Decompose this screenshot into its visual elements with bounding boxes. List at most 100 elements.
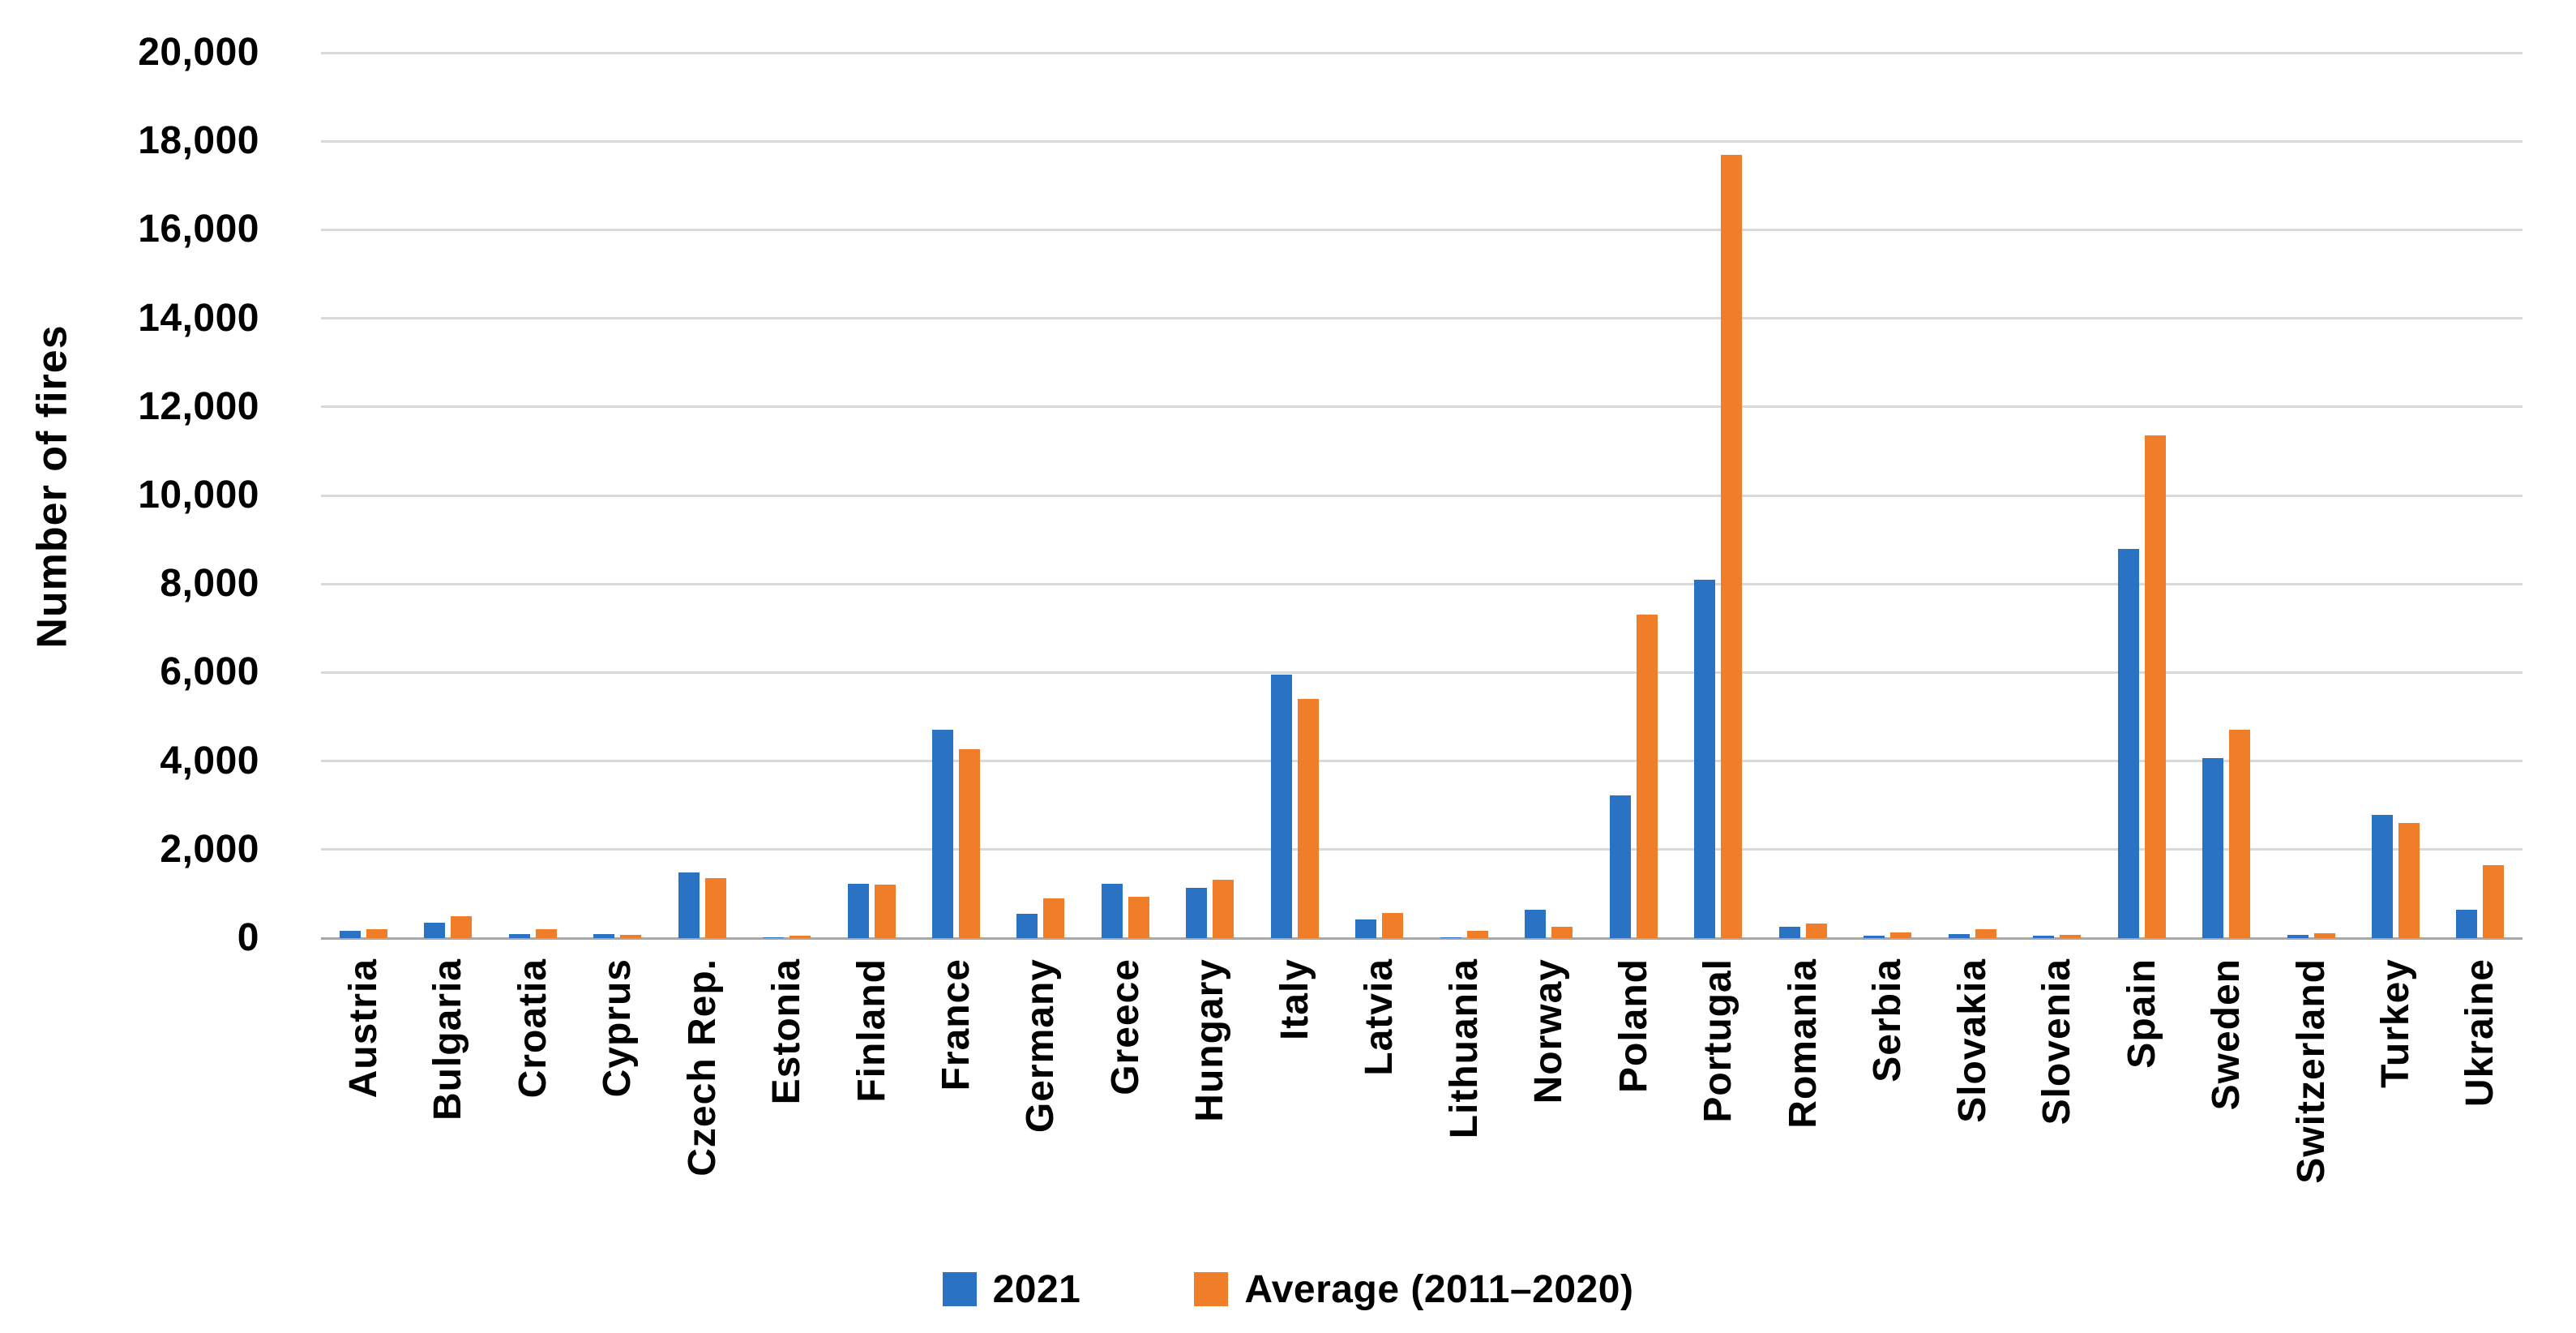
bar-average — [1043, 898, 1065, 938]
x-tick-label: Croatia — [511, 958, 554, 1099]
x-tick-label: Portugal — [1697, 958, 1740, 1123]
bar-group — [1422, 53, 1506, 938]
gridline — [321, 671, 2523, 674]
x-tick-cell: Austria — [321, 958, 405, 1275]
gridline — [321, 494, 2523, 497]
bar-group — [1591, 53, 1675, 938]
x-tick-label: Switzerland — [2289, 958, 2333, 1184]
bar-average — [1466, 931, 1488, 938]
x-tick-label: Romania — [1781, 958, 1825, 1129]
x-tick-cell: Slovakia — [1930, 958, 2014, 1275]
x-tick-cell: Greece — [1083, 958, 1167, 1275]
bar-average — [959, 748, 981, 938]
legend: 2021 Average (2011–2020) — [0, 1257, 2576, 1322]
bar-average — [2313, 933, 2335, 938]
x-tick-cell: Estonia — [744, 958, 828, 1275]
bar-2021 — [932, 730, 954, 938]
legend-swatch-2021 — [942, 1272, 977, 1306]
x-tick-cell: Serbia — [1845, 958, 1929, 1275]
x-tick-cell: Germany — [999, 958, 1083, 1275]
x-tick-label: Slovakia — [1950, 958, 1994, 1123]
bar-2021 — [1270, 675, 1292, 938]
bar-average — [1805, 923, 1827, 938]
bar-average — [1551, 927, 1573, 938]
legend-label: Average (2011–2020) — [1244, 1267, 1634, 1311]
y-tick-label: 16,000 — [138, 208, 259, 251]
bar-2021 — [763, 937, 785, 938]
x-axis-line — [321, 937, 2523, 940]
x-tick-cell: Norway — [1507, 958, 1591, 1275]
x-tick-label: Hungary — [1188, 958, 1232, 1122]
bar-2021 — [2287, 935, 2309, 938]
bar-average — [2398, 822, 2420, 938]
x-tick-label: Serbia — [1866, 958, 1910, 1082]
y-tick-label: 20,000 — [138, 31, 259, 74]
x-tick-label: Lithuania — [1442, 958, 1486, 1139]
bars-layer — [321, 53, 2523, 938]
x-tick-label: France — [935, 958, 978, 1091]
x-tick-label: Italy — [1273, 958, 1316, 1041]
bar-group — [1676, 53, 1761, 938]
x-tick-label: Greece — [1103, 958, 1147, 1095]
gridline — [321, 139, 2523, 143]
x-tick-label: Latvia — [1358, 958, 1401, 1076]
x-tick-label: Estonia — [765, 958, 809, 1105]
bar-2021 — [1948, 934, 1970, 938]
bar-group — [2184, 53, 2268, 938]
bar-group — [829, 53, 914, 938]
bar-2021 — [1186, 888, 1208, 938]
y-tick-label: 8,000 — [160, 562, 259, 606]
x-tick-label: Austria — [341, 958, 385, 1099]
bar-average — [789, 935, 811, 938]
bar-2021 — [1525, 910, 1547, 938]
bar-2021 — [424, 922, 446, 938]
x-tick-cell: Finland — [829, 958, 914, 1275]
bar-2021 — [1101, 883, 1123, 938]
bar-average — [874, 885, 896, 938]
x-tick-label: Bulgaria — [426, 958, 470, 1121]
x-tick-label: Norway — [1527, 958, 1571, 1104]
bar-average — [451, 916, 473, 938]
x-tick-label: Sweden — [2205, 958, 2249, 1111]
x-tick-cell: Cyprus — [575, 958, 659, 1275]
bar-2021 — [2456, 909, 2478, 938]
bar-2021 — [1864, 936, 1885, 938]
bar-average — [1975, 928, 1996, 938]
x-tick-label: Turkey — [2373, 958, 2417, 1088]
bar-2021 — [2371, 814, 2393, 938]
bar-group — [1083, 53, 1167, 938]
x-tick-cell: Hungary — [1168, 958, 1252, 1275]
y-tick-label: 18,000 — [138, 119, 259, 163]
bar-average — [535, 928, 557, 938]
x-tick-label: Finland — [849, 958, 893, 1103]
x-tick-cell: Slovenia — [2014, 958, 2099, 1275]
bar-2021 — [1355, 919, 1377, 938]
x-tick-cell: Ukraine — [2438, 958, 2523, 1275]
y-tick-label: 10,000 — [138, 474, 259, 516]
y-tick-label: 2,000 — [160, 827, 259, 871]
bar-2021 — [1778, 926, 1800, 938]
bar-2021 — [678, 872, 700, 938]
legend-label: 2021 — [992, 1267, 1081, 1311]
x-tick-cell: France — [914, 958, 998, 1275]
bar-average — [366, 928, 387, 938]
bar-group — [2099, 53, 2184, 938]
gridline — [321, 317, 2523, 320]
plot-area — [321, 51, 2523, 940]
bar-group — [744, 53, 828, 938]
bar-group — [1337, 53, 1422, 938]
bar-2021 — [2202, 757, 2224, 938]
x-tick-cell: Latvia — [1337, 958, 1422, 1275]
bar-average — [704, 878, 726, 938]
bar-group — [914, 53, 998, 938]
gridline — [321, 405, 2523, 409]
bar-group — [2014, 53, 2099, 938]
bar-2021 — [847, 884, 869, 938]
x-tick-cell: Bulgaria — [405, 958, 490, 1275]
bar-2021 — [2117, 548, 2139, 938]
legend-item: 2021 — [942, 1267, 1081, 1312]
bar-average — [1382, 913, 1404, 938]
bar-group — [321, 53, 405, 938]
bar-average — [2229, 730, 2251, 938]
